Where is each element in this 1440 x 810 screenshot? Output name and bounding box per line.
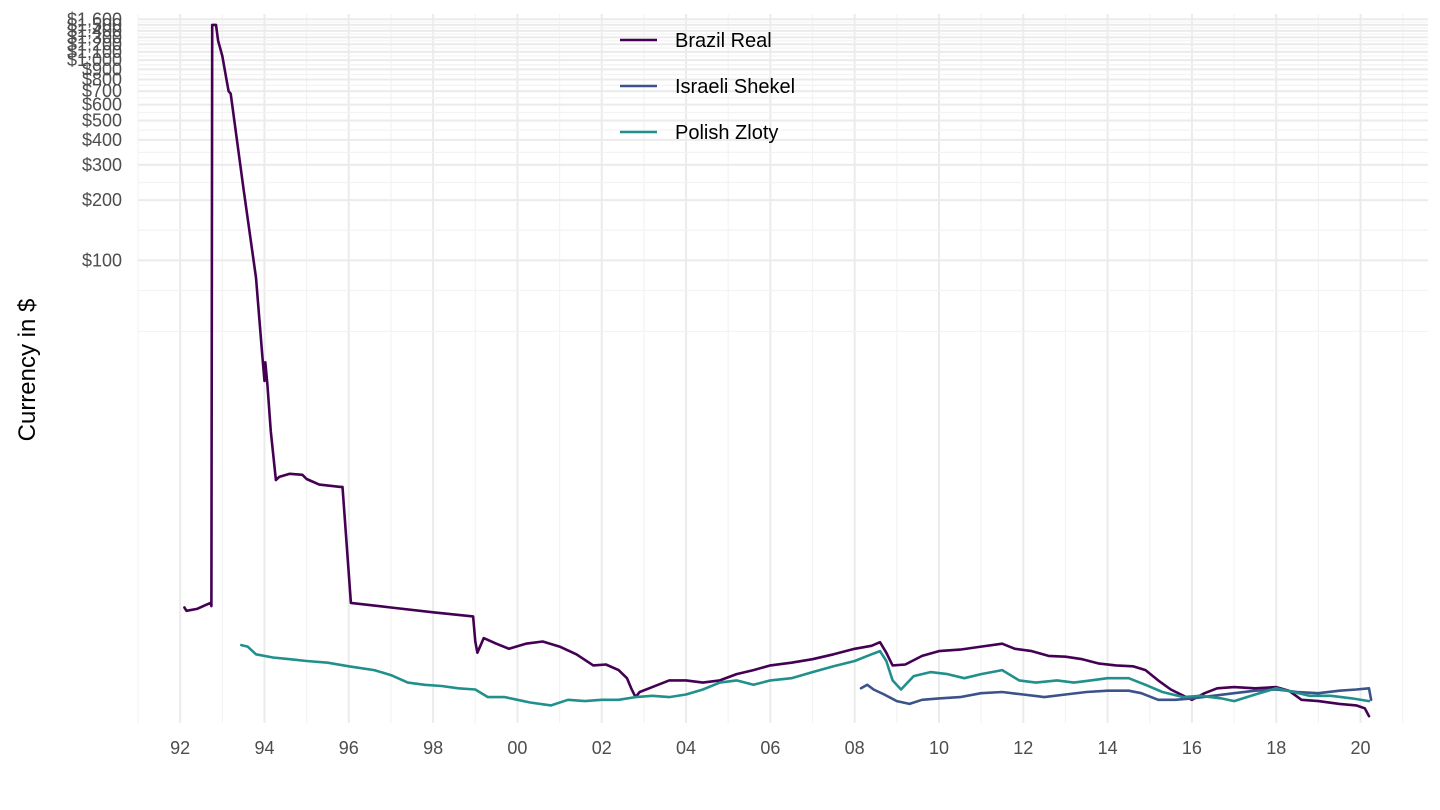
series-lines [183,23,1373,718]
x-tick-label: 92 [170,738,190,758]
y-tick-label: $600 [82,95,122,115]
legend: Brazil Real Israeli Shekel Polish Zloty [620,30,795,144]
y-tick-label: $200 [82,190,122,210]
legend-label-brazil-real: Brazil Real [675,30,772,52]
y-tick-label: $1,200 [67,34,122,54]
x-tick-label: 06 [760,738,780,758]
y-tick-label: $700 [82,81,122,101]
y-tick-label: $1,000 [67,50,122,70]
x-axis: 92 94 96 98 00 02 04 06 08 10 12 14 16 18 20 [170,738,1370,758]
y-tick-label: $400 [82,130,122,150]
y-tick-label: $500 [82,110,122,130]
series-line-polish-zloty [240,643,1371,707]
y-tick-label: $300 [82,155,122,175]
y-tick-label: $1,400 [67,21,122,41]
x-tick-label: 14 [1098,738,1118,758]
y-tick-label: $1,300 [67,27,122,47]
x-tick-label: 02 [592,738,612,758]
y-tick-label: $1,600 [67,9,122,29]
series-line-brazil-real [183,23,1371,718]
y-tick-label: $100 [82,250,122,270]
grid-lines [137,14,1428,723]
y-tick-label: $800 [82,70,122,90]
x-tick-label: 08 [845,738,865,758]
y-tick-label: $1,500 [67,15,122,35]
y-tick-label: $1,100 [67,42,122,62]
y-axis: $100 $200 $300 $400$500$600$700$800$900$1,0… [67,9,122,270]
legend-label-polish-zloty: Polish Zloty [675,122,778,144]
y-axis-label: Currency in $ [14,299,41,442]
x-tick-label: 96 [339,738,359,758]
x-tick-label: 10 [929,738,949,758]
x-tick-label: 98 [423,738,443,758]
x-tick-label: 16 [1182,738,1202,758]
x-tick-label: 04 [676,738,696,758]
x-tick-label: 00 [507,738,527,758]
x-tick-label: 18 [1266,738,1286,758]
x-tick-label: 94 [254,738,274,758]
y-tick-label: $900 [82,59,122,79]
legend-label-israeli-shekel: Israeli Shekel [675,76,795,98]
x-tick-label: 12 [1013,738,1033,758]
x-tick-label: 20 [1351,738,1371,758]
